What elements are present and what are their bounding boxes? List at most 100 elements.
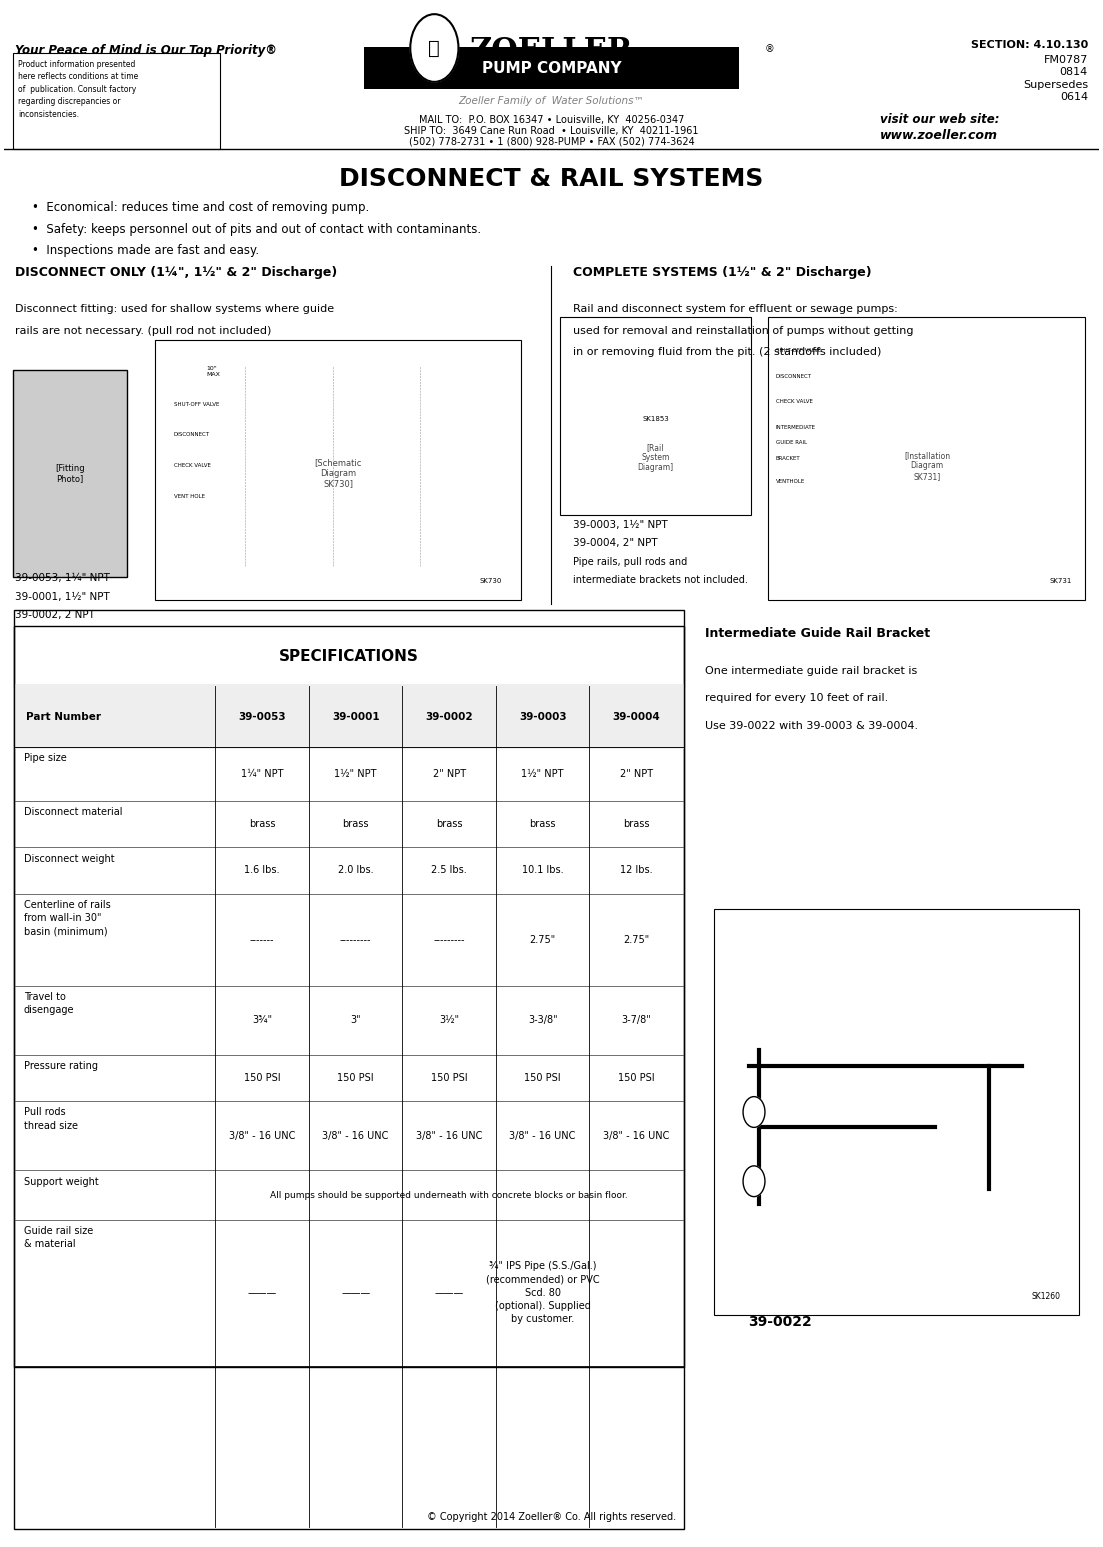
Text: [Rail
System
Diagram]: [Rail System Diagram] — [638, 442, 674, 472]
Text: 3¾": 3¾" — [253, 1015, 272, 1026]
Text: in or removing fluid from the pit. (2 standoffs included): in or removing fluid from the pit. (2 st… — [574, 347, 881, 357]
Text: CHECK VALVE: CHECK VALVE — [174, 463, 211, 469]
Text: ®: ® — [765, 45, 774, 54]
Text: 39-0053, 1¼" NPT: 39-0053, 1¼" NPT — [15, 574, 110, 583]
Text: 39-0053: 39-0053 — [238, 712, 286, 721]
FancyBboxPatch shape — [560, 317, 751, 515]
Text: SHIP TO:  3649 Cane Run Road  • Louisville, KY  40211-1961: SHIP TO: 3649 Cane Run Road • Louisville… — [405, 125, 698, 136]
Text: One intermediate guide rail bracket is: One intermediate guide rail bracket is — [705, 665, 917, 676]
Text: ———: ——— — [341, 1287, 371, 1298]
Text: 150 PSI: 150 PSI — [618, 1074, 654, 1083]
Text: ZOELLER: ZOELLER — [470, 37, 633, 68]
Text: 3½": 3½" — [439, 1015, 459, 1026]
Text: brass: brass — [249, 820, 276, 829]
Text: CHECK VALVE: CHECK VALVE — [775, 399, 813, 404]
Text: All pumps should be supported underneath with concrete blocks or basin floor.: All pumps should be supported underneath… — [270, 1191, 628, 1199]
Text: 2" NPT: 2" NPT — [432, 769, 465, 780]
Text: Your Peace of Mind is Our Top Priority®: Your Peace of Mind is Our Top Priority® — [15, 45, 277, 57]
Text: 150 PSI: 150 PSI — [524, 1074, 561, 1083]
Text: (502) 778-2731 • 1 (800) 928-PUMP • FAX (502) 774-3624: (502) 778-2731 • 1 (800) 928-PUMP • FAX … — [408, 136, 695, 147]
Text: 39-0002: 39-0002 — [426, 712, 473, 721]
Circle shape — [743, 1166, 765, 1197]
Text: 39-0004: 39-0004 — [612, 712, 660, 721]
Text: SK730: SK730 — [480, 579, 502, 585]
Text: required for every 10 feet of rail.: required for every 10 feet of rail. — [705, 693, 888, 704]
Text: 150 PSI: 150 PSI — [244, 1074, 280, 1083]
Text: Ⓟ: Ⓟ — [428, 39, 440, 57]
FancyBboxPatch shape — [14, 684, 684, 749]
Text: 0614: 0614 — [1060, 91, 1088, 102]
Text: Rail and disconnect system for effluent or sewage pumps:: Rail and disconnect system for effluent … — [574, 305, 898, 314]
Text: SHUT-OFF VALVE: SHUT-OFF VALVE — [174, 402, 219, 407]
Text: 2" NPT: 2" NPT — [620, 769, 653, 780]
FancyBboxPatch shape — [714, 910, 1079, 1315]
Text: © Copyright 2014 Zoeller® Co. All rights reserved.: © Copyright 2014 Zoeller® Co. All rights… — [427, 1511, 676, 1522]
Text: 39-0004, 2" NPT: 39-0004, 2" NPT — [574, 538, 658, 548]
Text: ---------: --------- — [340, 934, 372, 945]
Text: PUMP COMPANY: PUMP COMPANY — [482, 60, 621, 76]
FancyBboxPatch shape — [13, 370, 127, 577]
Text: Part Number: Part Number — [26, 712, 101, 721]
Text: 1.6 lbs.: 1.6 lbs. — [245, 865, 280, 876]
Text: ---------: --------- — [433, 934, 464, 945]
Text: 3": 3" — [351, 1015, 361, 1026]
Text: •  Economical: reduces time and cost of removing pump.: • Economical: reduces time and cost of r… — [32, 201, 368, 213]
Text: DISCONNECT: DISCONNECT — [775, 374, 812, 379]
Circle shape — [743, 1097, 765, 1128]
Text: Supersedes: Supersedes — [1022, 79, 1088, 90]
Text: brass: brass — [529, 820, 556, 829]
Text: Intermediate Guide Rail Bracket: Intermediate Guide Rail Bracket — [705, 628, 930, 640]
Circle shape — [410, 14, 459, 82]
FancyBboxPatch shape — [14, 611, 684, 1528]
Text: used for removal and reinstallation of pumps without getting: used for removal and reinstallation of p… — [574, 326, 914, 336]
FancyBboxPatch shape — [14, 627, 684, 687]
Text: ¾" IPS Pipe (S.S./Gal.)
(recommended) or PVC
Scd. 80
(optional). Supplied
by cus: ¾" IPS Pipe (S.S./Gal.) (recommended) or… — [485, 1261, 599, 1324]
Text: 1½" NPT: 1½" NPT — [334, 769, 377, 780]
Text: 1¼" NPT: 1¼" NPT — [240, 769, 283, 780]
Text: brass: brass — [342, 820, 368, 829]
Text: 10.1 lbs.: 10.1 lbs. — [522, 865, 564, 876]
Text: 3/8" - 16 UNC: 3/8" - 16 UNC — [603, 1131, 670, 1140]
Text: 3/8" - 16 UNC: 3/8" - 16 UNC — [510, 1131, 576, 1140]
Text: 3/8" - 16 UNC: 3/8" - 16 UNC — [229, 1131, 296, 1140]
Text: Pressure rating: Pressure rating — [24, 1061, 98, 1071]
Text: Zoeller Family of  Water Solutions™: Zoeller Family of Water Solutions™ — [459, 96, 644, 107]
Text: 39-0003, 1½" NPT: 39-0003, 1½" NPT — [574, 520, 668, 529]
Text: Support weight: Support weight — [24, 1177, 98, 1187]
Text: 12 lbs.: 12 lbs. — [620, 865, 653, 876]
Text: Product information presented
here reflects conditions at time
of  publication. : Product information presented here refle… — [19, 59, 139, 119]
Text: 39-0001, 1½" NPT: 39-0001, 1½" NPT — [15, 593, 110, 602]
Text: 2.75": 2.75" — [529, 934, 556, 945]
Text: MAIL TO:  P.O. BOX 16347 • Louisville, KY  40256-0347: MAIL TO: P.O. BOX 16347 • Louisville, KY… — [419, 114, 684, 125]
Text: 2.75": 2.75" — [623, 934, 650, 945]
Text: GUIDE RAIL: GUIDE RAIL — [775, 441, 807, 446]
Text: Disconnect weight: Disconnect weight — [24, 854, 115, 863]
Text: SECTION: 4.10.130: SECTION: 4.10.130 — [971, 40, 1088, 50]
Text: Use 39-0022 with 39-0003 & 39-0004.: Use 39-0022 with 39-0003 & 39-0004. — [705, 721, 918, 732]
Text: •  Inspections made are fast and easy.: • Inspections made are fast and easy. — [32, 244, 259, 257]
Text: Pipe size: Pipe size — [24, 753, 66, 764]
Text: SHUT-OFF VALVE: SHUT-OFF VALVE — [775, 348, 822, 353]
Text: 150 PSI: 150 PSI — [431, 1074, 468, 1083]
FancyBboxPatch shape — [769, 317, 1084, 600]
Text: [Fitting
Photo]: [Fitting Photo] — [55, 464, 85, 483]
Text: DISCONNECT & RAIL SYSTEMS: DISCONNECT & RAIL SYSTEMS — [340, 167, 763, 192]
Text: 39-0022: 39-0022 — [749, 1315, 812, 1329]
Text: DISCONNECT ONLY (1¼", 1½" & 2" Discharge): DISCONNECT ONLY (1¼", 1½" & 2" Discharge… — [15, 266, 338, 278]
Text: 1½" NPT: 1½" NPT — [522, 769, 564, 780]
Text: Pipe rails, pull rods and: Pipe rails, pull rods and — [574, 557, 687, 566]
Text: DISCONNECT: DISCONNECT — [174, 433, 210, 438]
Text: COMPLETE SYSTEMS (1½" & 2" Discharge): COMPLETE SYSTEMS (1½" & 2" Discharge) — [574, 266, 872, 278]
Text: www.zoeller.com: www.zoeller.com — [880, 128, 998, 142]
Text: intermediate brackets not included.: intermediate brackets not included. — [574, 575, 748, 585]
Text: •  Safety: keeps personnel out of pits and out of contact with contaminants.: • Safety: keeps personnel out of pits an… — [32, 223, 481, 235]
Text: SK1260: SK1260 — [1031, 1292, 1060, 1301]
Text: SK731: SK731 — [1049, 579, 1071, 585]
FancyBboxPatch shape — [13, 54, 219, 149]
FancyBboxPatch shape — [364, 48, 739, 88]
Text: VENTHOLE: VENTHOLE — [775, 478, 805, 484]
Text: brass: brass — [436, 820, 462, 829]
Text: Travel to
disengage: Travel to disengage — [24, 992, 74, 1015]
Text: SPECIFICATIONS: SPECIFICATIONS — [279, 650, 419, 664]
Text: 39-0001: 39-0001 — [332, 712, 379, 721]
